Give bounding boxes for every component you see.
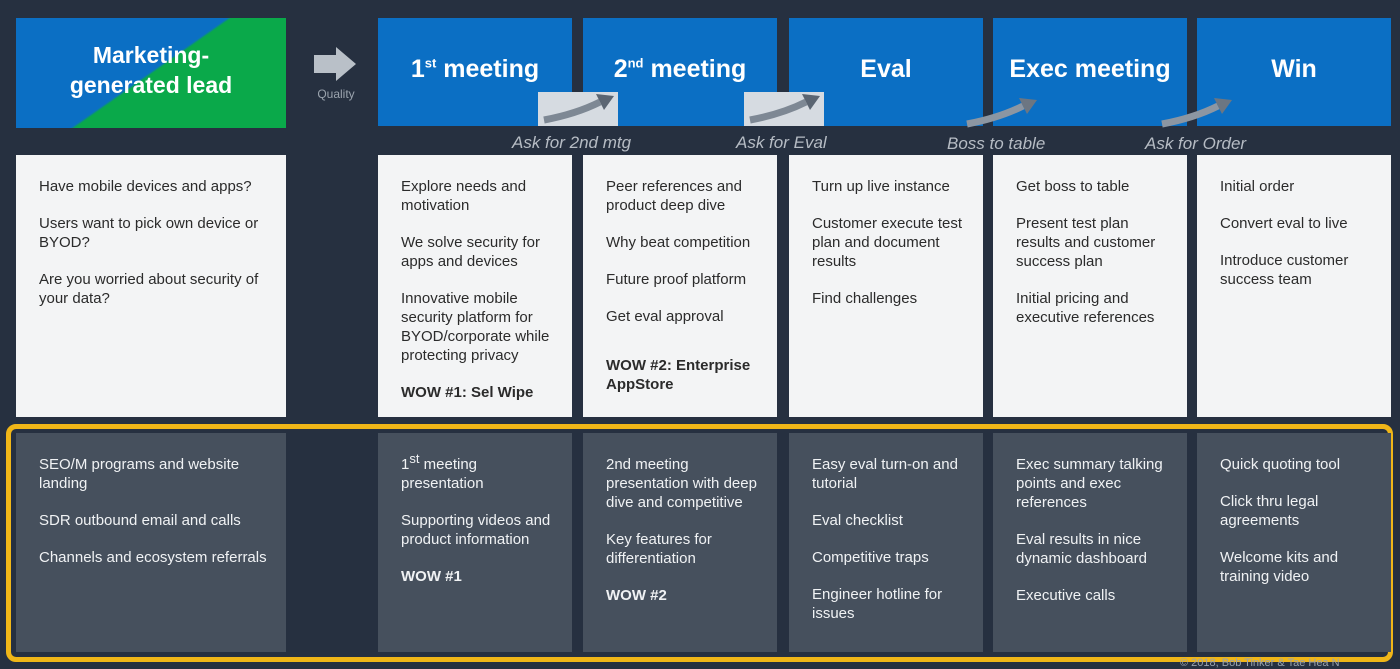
list-item: Supporting videos and product informatio… [401, 512, 551, 548]
ask-label-eval: Ask for Eval [736, 133, 827, 152]
middle-win-panel: Initial order Convert eval to live Intro… [1197, 155, 1391, 417]
list-item: Competitive traps [812, 549, 929, 566]
curved-arrow-icon [538, 92, 618, 126]
list-item: Exec summary talking points and exec ref… [1016, 456, 1163, 511]
wow-label: WOW #1: Sel Wipe [401, 384, 534, 401]
list-item: SEO/M programs and website landing [39, 456, 240, 492]
list-item: 2nd meeting presentation with deep dive … [606, 456, 757, 511]
middle-eval-panel: Turn up live instance Customer execute t… [789, 155, 983, 417]
list-item: Why beat competition [606, 234, 751, 251]
list-item: Initial pricing and executive references [1016, 290, 1155, 326]
list-item: Initial order [1220, 178, 1295, 195]
bottom-2nd-meeting-panel: 2nd meeting presentation with deep dive … [583, 433, 777, 652]
list-item: Future proof platform [606, 271, 747, 288]
bottom-eval-panel: Easy eval turn-on and tutorial Eval chec… [789, 433, 983, 652]
header-1st-meeting-title: 1st meeting [410, 55, 540, 83]
header-2nd-meeting-title: 2nd meeting [613, 55, 747, 83]
wow-label: WOW #2 [606, 587, 667, 604]
list-item: Eval checklist [812, 512, 903, 529]
list-item: Easy eval turn-on and tutorial [812, 456, 958, 492]
copyright-text: © 2018, Bob Tinker & Tae Hea N [1180, 657, 1340, 669]
list-item: Executive calls [1016, 587, 1116, 604]
list-item: We solve security for apps and devices [401, 234, 540, 270]
header-lead-title: Marketing- generated lead [69, 42, 233, 98]
right-arrow-icon [314, 47, 356, 81]
list-item: Channels and ecosystem referrals [39, 549, 267, 566]
list-item: Engineer hotline for issues [812, 586, 943, 622]
curved-arrow-icon [966, 98, 1037, 128]
header-win: Win [1197, 18, 1391, 126]
header-win-title: Win [1271, 55, 1317, 83]
list-item: Convert eval to live [1220, 215, 1348, 232]
middle-lead-panel: Have mobile devices and apps? Users want… [16, 155, 286, 417]
bottom-lead-panel: SEO/M programs and website landing SDR o… [16, 433, 286, 652]
header-exec-meeting-title: Exec meeting [1009, 55, 1171, 83]
wow-label: WOW #1 [401, 568, 462, 585]
list-item: Innovative mobile security platform for … [401, 290, 550, 364]
quality-label: Quality [317, 87, 355, 101]
list-item: Eval results in nice dynamic dashboard [1016, 531, 1147, 567]
list-item: Get boss to table [1016, 178, 1130, 195]
list-item: Find challenges [812, 290, 918, 307]
ask-label-2nd-mtg: Ask for 2nd mtg [512, 133, 632, 152]
middle-1st-meeting-panel: Explore needs and motivation We solve se… [378, 155, 572, 417]
list-item: Turn up live instance [812, 178, 950, 195]
middle-exec-meeting-panel: Get boss to table Present test plan resu… [993, 155, 1187, 417]
bottom-win-panel: Quick quoting tool Click thru legal agre… [1197, 433, 1391, 652]
list-item: Users want to pick own device or BYOD? [39, 215, 259, 251]
list-item: Introduce customer success team [1220, 252, 1349, 288]
ask-label-order: Ask for Order [1145, 134, 1247, 153]
list-item: Get eval approval [606, 308, 724, 325]
header-lead: Marketing- generated lead [16, 18, 286, 128]
list-item: Peer references and product deep dive [606, 178, 742, 214]
list-item: Key features for differentiation [606, 531, 712, 567]
list-item: SDR outbound email and calls [39, 512, 241, 529]
ask-label-boss: Boss to table [947, 134, 1046, 153]
header-1st-meeting: 1st meeting [378, 18, 572, 126]
list-item: Quick quoting tool [1220, 456, 1341, 473]
list-item: Customer execute test plan and document … [812, 215, 963, 270]
list-item: Click thru legal agreements [1220, 493, 1319, 529]
quality-arrow: Quality [306, 46, 366, 101]
bottom-1st-meeting-panel: 1st meeting presentation Supporting vide… [378, 433, 572, 652]
list-item: Have mobile devices and apps? [39, 178, 252, 195]
curved-arrow-icon [744, 92, 824, 126]
wow-label: WOW #2: Enterprise AppStore [606, 357, 751, 393]
curved-arrow-icon [1161, 98, 1232, 128]
list-item: Welcome kits and training video [1220, 549, 1339, 585]
list-item: Present test plan results and customer s… [1016, 215, 1156, 270]
list-item: 1st meeting presentation [401, 451, 484, 492]
list-item: Explore needs and motivation [401, 178, 527, 214]
middle-2nd-meeting-panel: Peer references and product deep dive Wh… [583, 155, 777, 417]
header-eval-title: Eval [860, 55, 912, 83]
list-item: Are you worried about security of your d… [39, 271, 259, 307]
bottom-exec-meeting-panel: Exec summary talking points and exec ref… [993, 433, 1187, 652]
